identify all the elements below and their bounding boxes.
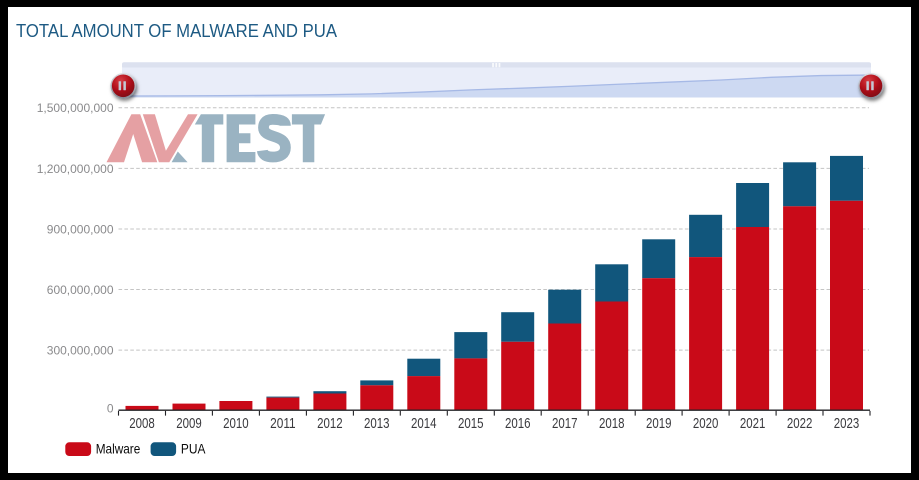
- svg-text:PUA: PUA: [181, 442, 206, 457]
- svg-text:2023: 2023: [834, 416, 860, 432]
- svg-text:2022: 2022: [787, 416, 813, 432]
- svg-text:2018: 2018: [599, 416, 625, 432]
- svg-text:Malware: Malware: [96, 442, 141, 457]
- svg-text:2016: 2016: [505, 416, 531, 432]
- svg-text:2012: 2012: [317, 416, 343, 432]
- svg-text:2011: 2011: [270, 416, 296, 432]
- svg-text:2020: 2020: [693, 416, 719, 432]
- svg-text:2008: 2008: [129, 416, 155, 432]
- svg-text:2017: 2017: [552, 416, 578, 432]
- svg-text:1,500,000,000: 1,500,000,000: [37, 101, 114, 115]
- svg-text:2019: 2019: [646, 416, 672, 432]
- svg-text:2009: 2009: [176, 416, 202, 432]
- svg-text:2013: 2013: [364, 416, 390, 432]
- svg-text:2015: 2015: [458, 416, 484, 432]
- svg-text:TOTAL AMOUNT OF MALWARE AND PU: TOTAL AMOUNT OF MALWARE AND PUA: [16, 21, 337, 41]
- svg-text:2021: 2021: [740, 416, 766, 432]
- svg-text:1,200,000,000: 1,200,000,000: [37, 162, 114, 176]
- svg-text:900,000,000: 900,000,000: [47, 222, 114, 236]
- svg-text:2010: 2010: [223, 416, 249, 432]
- svg-text:2014: 2014: [411, 416, 437, 432]
- svg-text:600,000,000: 600,000,000: [47, 283, 114, 297]
- svg-text:300,000,000: 300,000,000: [47, 344, 114, 358]
- svg-text:0: 0: [107, 402, 114, 416]
